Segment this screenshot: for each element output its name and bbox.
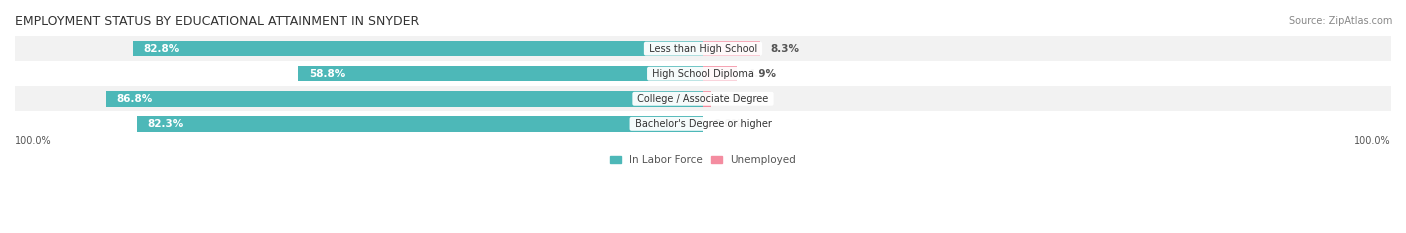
Bar [105,91,703,106]
Text: Source: ZipAtlas.com: Source: ZipAtlas.com [1288,16,1392,26]
Bar [136,116,703,132]
Bar [15,36,1391,61]
Text: 82.8%: 82.8% [143,44,180,54]
Text: 8.3%: 8.3% [770,44,800,54]
Text: 1.2%: 1.2% [721,94,751,104]
Bar [703,91,711,106]
Bar [15,61,1391,86]
Text: High School Diploma: High School Diploma [650,69,756,79]
Bar [298,66,703,82]
Text: 100.0%: 100.0% [15,136,52,146]
Bar [703,66,737,82]
Text: EMPLOYMENT STATUS BY EDUCATIONAL ATTAINMENT IN SNYDER: EMPLOYMENT STATUS BY EDUCATIONAL ATTAINM… [15,15,419,28]
Bar [15,111,1391,136]
Bar [134,41,703,56]
Text: 4.9%: 4.9% [747,69,776,79]
Text: 58.8%: 58.8% [309,69,344,79]
Bar [703,41,761,56]
Text: Less than High School: Less than High School [645,44,761,54]
Bar [15,86,1391,111]
Text: Bachelor's Degree or higher: Bachelor's Degree or higher [631,119,775,129]
Text: 86.8%: 86.8% [117,94,152,104]
Text: 0.0%: 0.0% [713,119,742,129]
Legend: In Labor Force, Unemployed: In Labor Force, Unemployed [606,151,800,169]
Text: 100.0%: 100.0% [1354,136,1391,146]
Text: College / Associate Degree: College / Associate Degree [634,94,772,104]
Text: 82.3%: 82.3% [148,119,183,129]
